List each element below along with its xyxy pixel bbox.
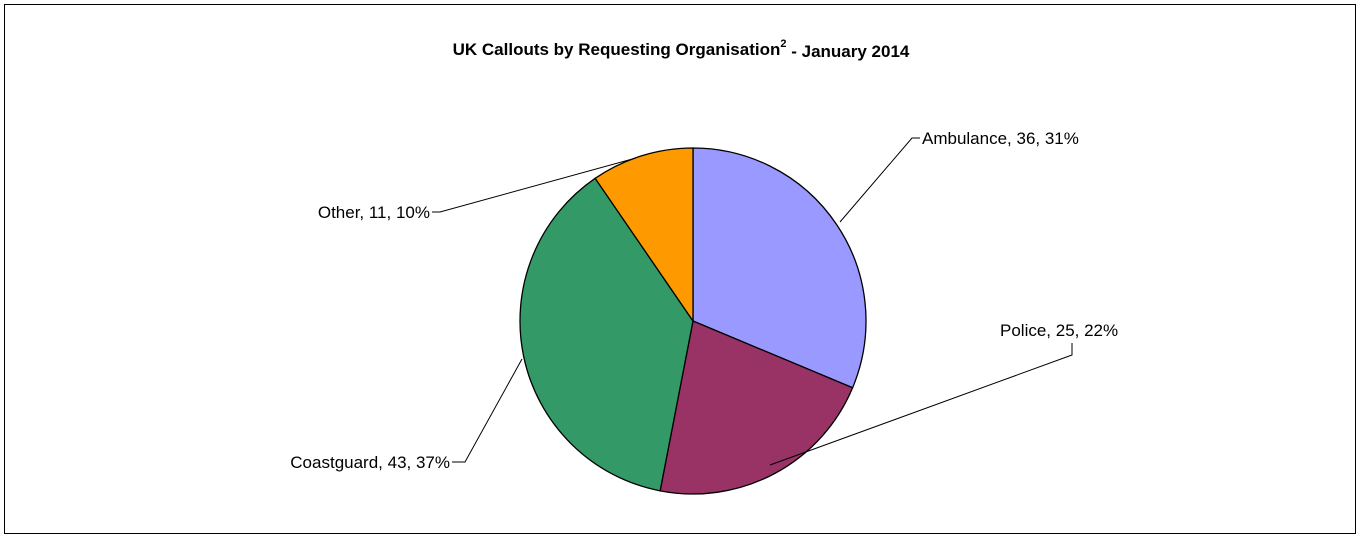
slice-label-ambulance: Ambulance, 36, 31% — [922, 129, 1079, 148]
pie-slice-coastguard — [519, 177, 694, 492]
pie-slice-other — [594, 147, 694, 324]
pie-slice-police — [659, 320, 854, 495]
pie-slices — [519, 147, 867, 495]
leader-lines — [432, 137, 1073, 466]
pie-chart: Ambulance, 36, 31% Police, 25, 22% Coastgu… — [290, 129, 1118, 495]
chart-title: UK Callouts by Requesting Organisation2 … — [0, 38, 1362, 61]
slice-label-coastguard: Coastguard, 43, 37% — [290, 453, 450, 472]
leader-line-ambulance — [839, 137, 920, 223]
leader-line-police — [769, 343, 1073, 466]
leader-line-other — [432, 157, 637, 213]
pie-slice-ambulance — [692, 147, 867, 389]
chart-title-superscript: 2 — [780, 38, 787, 50]
slice-label-other: Other, 11, 10% — [318, 203, 430, 222]
leader-line-coastguard — [452, 358, 523, 463]
slice-label-police: Police, 25, 22% — [1000, 321, 1118, 340]
chart-title-main: UK Callouts by Requesting Organisation — [452, 40, 781, 59]
chart-title-suffix: - January 2014 — [791, 42, 910, 61]
slice-labels: Ambulance, 36, 31% Police, 25, 22% Coastgu… — [290, 129, 1118, 472]
